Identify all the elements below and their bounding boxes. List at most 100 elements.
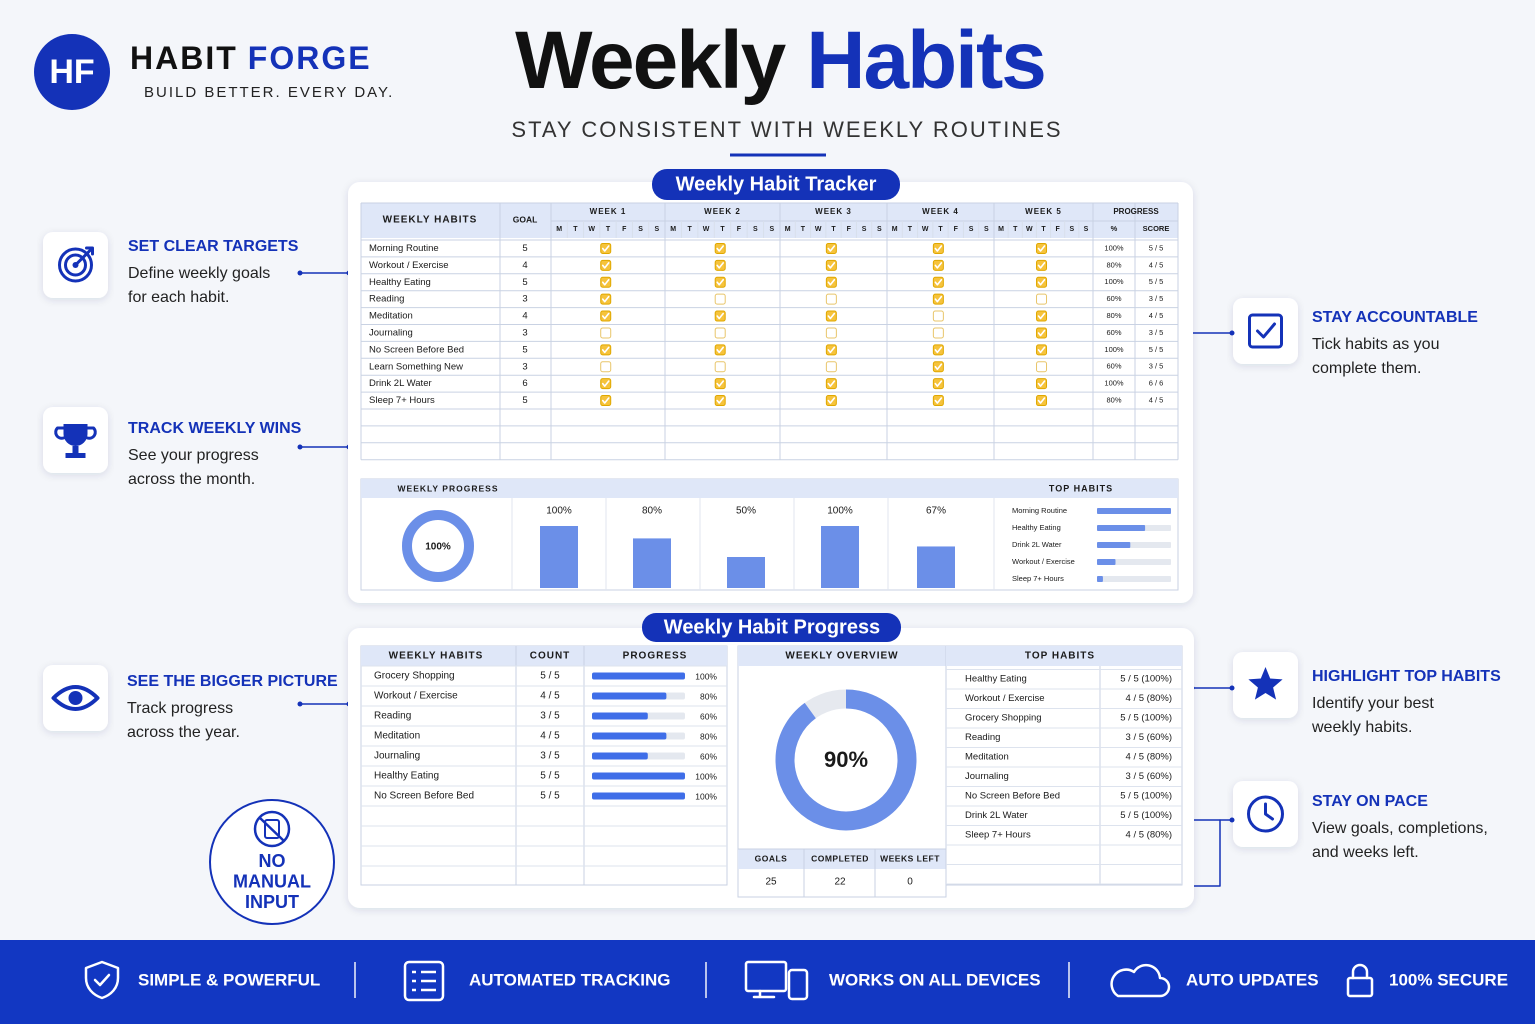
score: 3 / 5	[1149, 294, 1164, 303]
checkmark	[716, 278, 724, 286]
stat-label: WEEKS LEFT	[880, 853, 940, 863]
bar	[592, 672, 685, 680]
bar-label: 60%	[700, 711, 717, 721]
feature-text: Tick habits as you	[1312, 336, 1439, 353]
bar	[592, 692, 667, 700]
score: 3 / 5	[1149, 362, 1164, 371]
week-header: WEEK 2	[704, 207, 741, 216]
footer-icon	[84, 960, 120, 1000]
checkmark	[934, 262, 943, 269]
bar-label: 67%	[926, 506, 946, 517]
day-header: M	[998, 226, 1004, 233]
checkmark	[934, 397, 943, 404]
feature-text: See your progress	[128, 447, 259, 464]
bar-label: 100%	[695, 791, 717, 801]
bar-track	[1097, 576, 1171, 582]
footer-icon	[403, 960, 445, 1002]
checkmark	[1037, 278, 1046, 286]
stat-value: 0	[907, 877, 913, 888]
week-header: WEEK 5	[1025, 207, 1062, 216]
day-header: F	[622, 226, 627, 233]
habit-name: Meditation	[965, 752, 1009, 763]
count: 3 / 5	[540, 711, 560, 722]
card-title: Weekly Habit Tracker	[676, 173, 877, 195]
checkmark	[934, 295, 943, 303]
percent: 80%	[1106, 396, 1121, 405]
day-header: W	[815, 226, 822, 233]
feature-title: HIGHLIGHT TOP HABITS	[1312, 668, 1501, 685]
checkbox	[600, 327, 612, 339]
habit-name: Healthy Eating	[369, 277, 431, 288]
day-header: T	[606, 226, 611, 233]
checkmark	[601, 397, 610, 404]
habit-name: Drink 2L Water	[369, 378, 432, 389]
card	[348, 628, 1194, 908]
percent: 100%	[1104, 345, 1124, 354]
feature-text: across the month.	[128, 471, 255, 488]
goal: 5	[522, 243, 527, 254]
percent: 60%	[1106, 328, 1121, 337]
icon-shape	[1248, 667, 1283, 700]
column-header: GOAL	[513, 214, 538, 224]
feature-text: weekly habits.	[1311, 719, 1413, 736]
checkmark	[934, 346, 943, 354]
goal: 4	[522, 311, 527, 322]
card-title: Weekly Habit Progress	[664, 616, 880, 638]
checkmark	[934, 380, 943, 387]
bar	[592, 772, 685, 780]
checkmark	[1037, 397, 1046, 404]
icon-shape	[51, 685, 100, 711]
checkbox	[1036, 293, 1048, 305]
percent: 60%	[1106, 294, 1121, 303]
score: 6 / 6	[1149, 379, 1164, 388]
checkmark	[827, 346, 836, 354]
day-header: S	[1084, 226, 1089, 233]
feature-text: for each habit.	[128, 289, 229, 306]
connector-dot	[297, 701, 303, 707]
feature-text: complete them.	[1312, 360, 1421, 377]
bar	[821, 526, 859, 588]
habit-name: Healthy Eating	[1012, 523, 1061, 532]
percent: 80%	[1106, 260, 1121, 269]
bar-label: 80%	[700, 731, 717, 741]
day-header: F	[1056, 226, 1061, 233]
percent: 100%	[1104, 277, 1124, 286]
table-header	[946, 646, 1182, 666]
panel-title: WEEKLY OVERVIEW	[785, 651, 898, 662]
checkbox	[600, 361, 612, 373]
feature-title: SET CLEAR TARGETS	[128, 238, 299, 255]
title-second: Habits	[806, 15, 1045, 106]
habit-name: Meditation	[374, 731, 420, 742]
day-header: T	[801, 226, 806, 233]
day-header: S	[655, 226, 660, 233]
bar-label: 100%	[827, 506, 853, 517]
connector-dot	[1229, 817, 1235, 823]
bar-label: 100%	[695, 671, 717, 681]
checkmark	[716, 312, 724, 320]
subtitle: STAY CONSISTENT WITH WEEKLY ROUTINES	[511, 117, 1062, 142]
bar-label: 80%	[642, 506, 662, 517]
score: 5 / 5 (100%)	[1120, 791, 1172, 802]
habit-name: Healthy Eating	[965, 674, 1027, 685]
percent: 100%	[1104, 379, 1124, 388]
day-header: F	[847, 226, 852, 233]
icon-shape	[58, 247, 93, 283]
habit-name: Reading	[374, 711, 411, 722]
checkmark	[601, 245, 610, 252]
pill	[652, 169, 900, 200]
week-header: WEEK 4	[922, 207, 959, 216]
day-header: S	[638, 226, 643, 233]
score: 5 / 5	[1149, 243, 1164, 252]
column-header: WEEKLY HABITS	[383, 215, 478, 226]
habit-name: Sleep 7+ Hours	[965, 830, 1031, 841]
habit-name: Sleep 7+ Hours	[369, 395, 435, 406]
bar-label: 100%	[695, 771, 717, 781]
checkmark	[1037, 380, 1046, 387]
day-header: T	[831, 226, 836, 233]
bar-label: 100%	[546, 506, 572, 517]
column-header: PROGRESS	[1113, 207, 1159, 216]
checkmark	[601, 262, 610, 269]
habit-name: Reading	[369, 294, 404, 305]
goal: 3	[522, 294, 527, 305]
